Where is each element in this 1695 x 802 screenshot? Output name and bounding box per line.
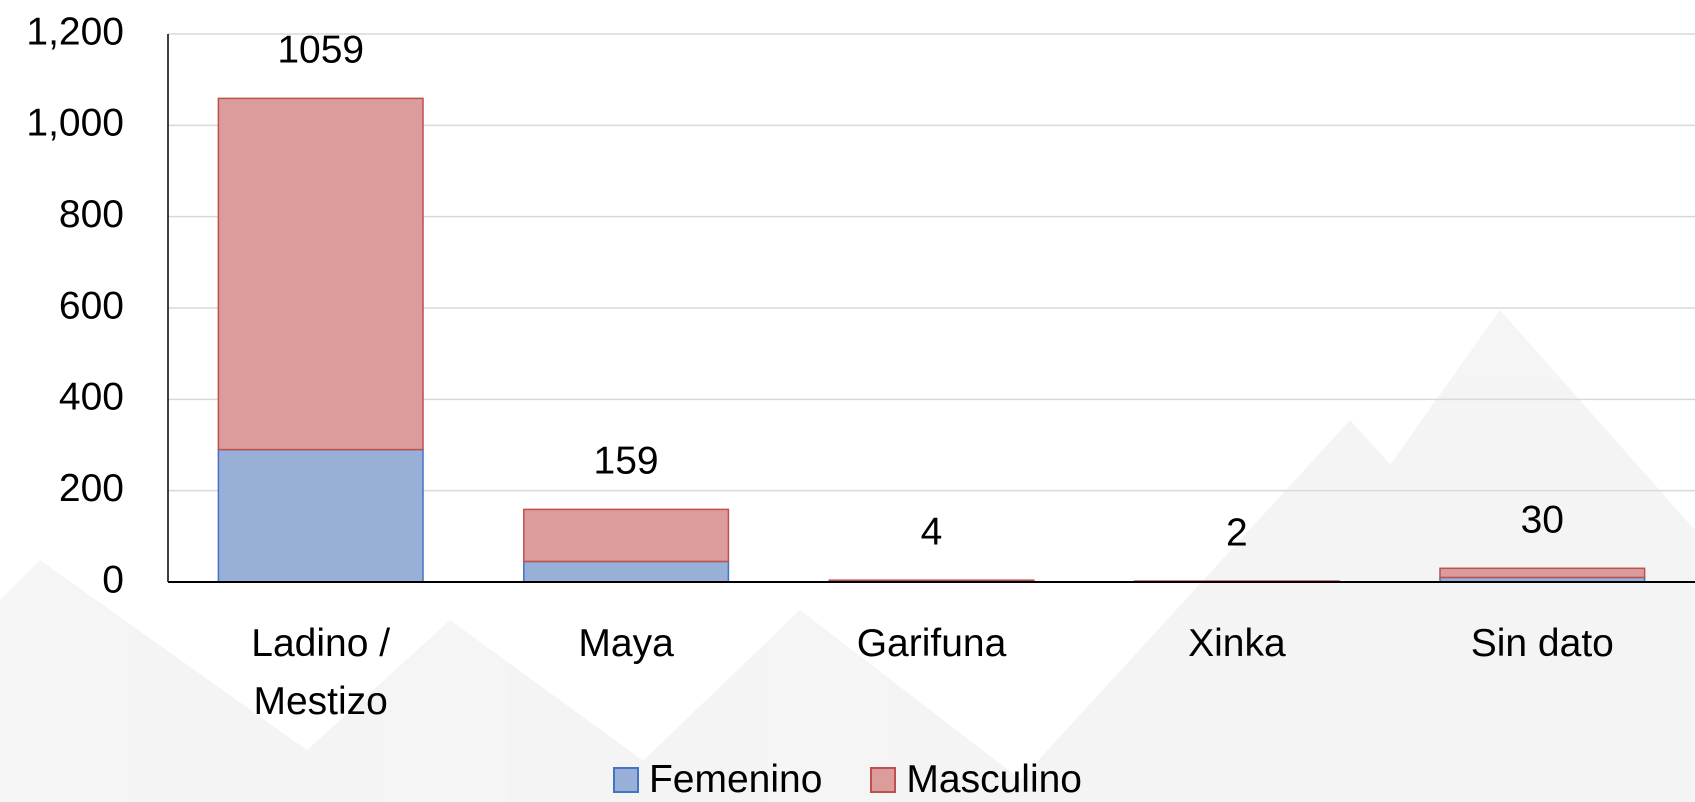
bar-segment bbox=[1439, 567, 1646, 579]
legend-item: Masculino bbox=[870, 758, 1082, 802]
x-tick-label: Ladino / Mestizo bbox=[251, 622, 391, 723]
legend-label: Femenino bbox=[648, 758, 823, 801]
background-watermark bbox=[0, 310, 1695, 802]
legend-label: Masculino bbox=[906, 758, 1082, 801]
y-tick-label: 1,000 bbox=[26, 102, 124, 145]
x-tick-label: Maya bbox=[578, 622, 674, 665]
bar-segment bbox=[217, 97, 424, 451]
total-label: 2 bbox=[1226, 511, 1248, 554]
bar-segment bbox=[523, 508, 730, 563]
y-tick-label: 800 bbox=[59, 193, 124, 236]
x-tick-label: Xinka bbox=[1188, 622, 1286, 665]
legend: Femenino Masculino bbox=[0, 758, 1695, 802]
y-tick-label: 1,200 bbox=[26, 10, 124, 53]
total-label: 1059 bbox=[277, 29, 364, 72]
legend-swatch bbox=[612, 767, 639, 793]
x-tick-label: Sin dato bbox=[1470, 622, 1614, 665]
legend-swatch bbox=[870, 767, 897, 793]
legend-item: Femenino bbox=[612, 758, 823, 802]
y-tick-label: 200 bbox=[59, 467, 124, 510]
total-label: 159 bbox=[594, 440, 659, 483]
total-label: 4 bbox=[921, 510, 943, 553]
y-tick-label: 600 bbox=[59, 284, 124, 327]
x-tick-label: Garifuna bbox=[856, 622, 1007, 665]
bar-segment bbox=[217, 448, 424, 583]
y-tick-label: 400 bbox=[59, 376, 124, 419]
y-tick-label: 0 bbox=[102, 558, 124, 601]
total-label: 30 bbox=[1521, 499, 1564, 542]
bar-segment bbox=[523, 560, 730, 583]
